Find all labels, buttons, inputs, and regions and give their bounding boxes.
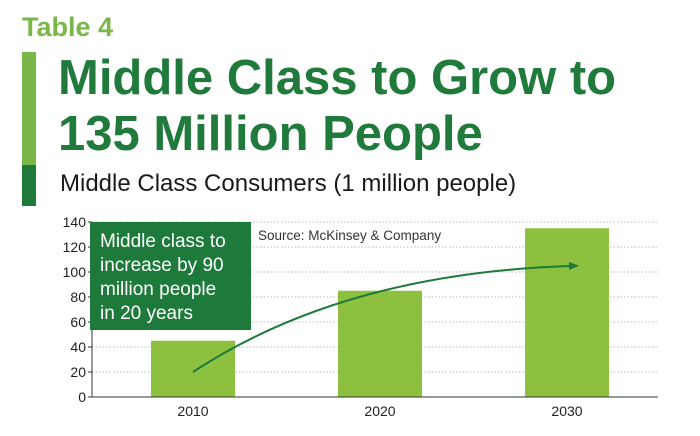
y-tick-label: 100 bbox=[63, 264, 87, 280]
table-label: Table 4 bbox=[22, 12, 114, 42]
y-tick-label: 140 bbox=[63, 214, 87, 230]
trend-arrow bbox=[192, 261, 579, 373]
y-tick-label: 120 bbox=[63, 239, 87, 255]
bar-2010 bbox=[151, 340, 235, 397]
callout-line: Middle class to bbox=[100, 231, 226, 252]
callout-line: million people bbox=[100, 279, 217, 300]
bar-2030 bbox=[525, 228, 609, 397]
x-tick-label: 2020 bbox=[364, 403, 395, 419]
page-title: Middle Class to Grow to 135 Million Peop… bbox=[58, 51, 617, 161]
y-tick-label: 60 bbox=[70, 314, 86, 330]
x-tick-label: 2010 bbox=[177, 403, 208, 419]
callout-box: Middle class to increase by 90 million p… bbox=[90, 222, 251, 330]
y-tick-label: 80 bbox=[70, 289, 86, 305]
callout-line: increase by 90 bbox=[100, 255, 224, 276]
accent-bar-dark bbox=[22, 165, 36, 206]
chart-subtitle: Middle Class Consumers (1 million people… bbox=[60, 170, 517, 197]
x-tick-label: 2030 bbox=[551, 403, 582, 419]
y-tick-label: 20 bbox=[70, 364, 86, 380]
bar-2020 bbox=[338, 290, 422, 397]
bars bbox=[151, 228, 609, 397]
callout-line: in 20 years bbox=[100, 303, 193, 324]
source-note: Source: McKinsey & Company bbox=[258, 228, 442, 243]
y-tick-label: 0 bbox=[78, 389, 86, 405]
y-tick-label: 40 bbox=[70, 339, 86, 355]
